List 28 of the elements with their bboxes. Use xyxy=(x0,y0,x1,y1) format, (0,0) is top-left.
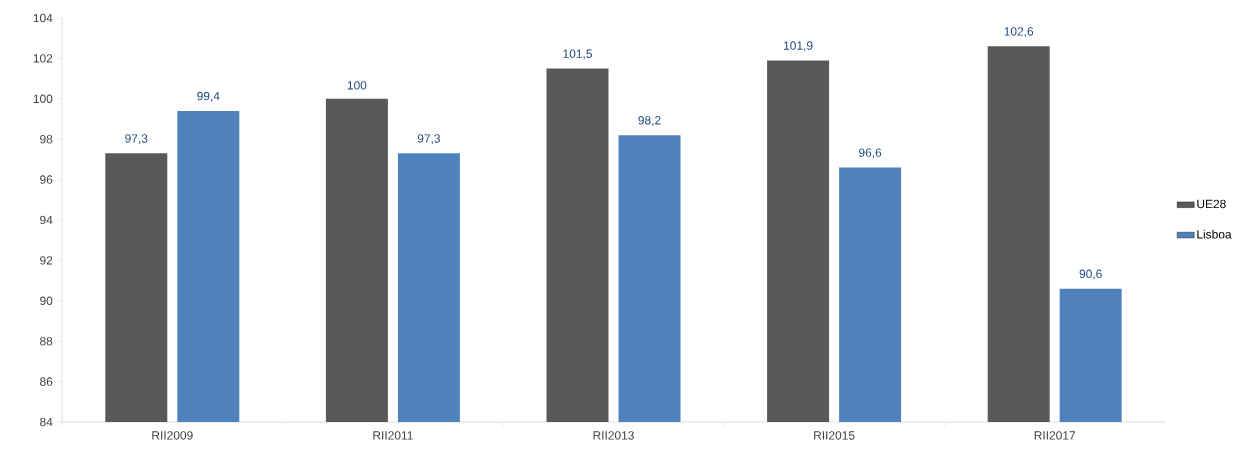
legend-label: UE28 xyxy=(1197,199,1226,209)
y-tick-label: 96 xyxy=(40,175,53,184)
y-tick-label: 104 xyxy=(33,13,53,23)
x-tick-label: RII2009 xyxy=(152,431,193,440)
x-tick-label: RII2011 xyxy=(373,431,413,440)
y-tick-label: 92 xyxy=(40,256,53,265)
y-tick-label: 100 xyxy=(33,94,53,104)
data-label: 99,4 xyxy=(197,91,220,102)
data-label: 101,9 xyxy=(784,41,813,52)
y-tick-label: 86 xyxy=(40,377,53,386)
x-tick-label: RII2013 xyxy=(593,431,634,440)
y-tick-label: 94 xyxy=(40,215,53,225)
y-tick-label: 102 xyxy=(33,54,53,63)
y-tick-label: 88 xyxy=(40,336,53,346)
y-tick-label: 90 xyxy=(40,296,53,306)
y-tick-label: 98 xyxy=(40,134,53,144)
x-tick-label: RII2017 xyxy=(1034,431,1076,440)
data-label: 100 xyxy=(347,81,367,90)
data-label: 102,6 xyxy=(1004,27,1034,38)
y-tick-label: 84 xyxy=(40,417,53,427)
data-label: 97,3 xyxy=(417,134,440,145)
data-label: 96,6 xyxy=(859,148,882,159)
data-label: 101,5 xyxy=(563,49,592,60)
x-tick-label: RII2015 xyxy=(814,431,855,440)
data-label: 97,3 xyxy=(125,134,148,145)
data-label: 98,2 xyxy=(638,116,661,126)
data-label: 90,6 xyxy=(1079,269,1102,280)
legend-label: Lisboa xyxy=(1197,229,1232,239)
